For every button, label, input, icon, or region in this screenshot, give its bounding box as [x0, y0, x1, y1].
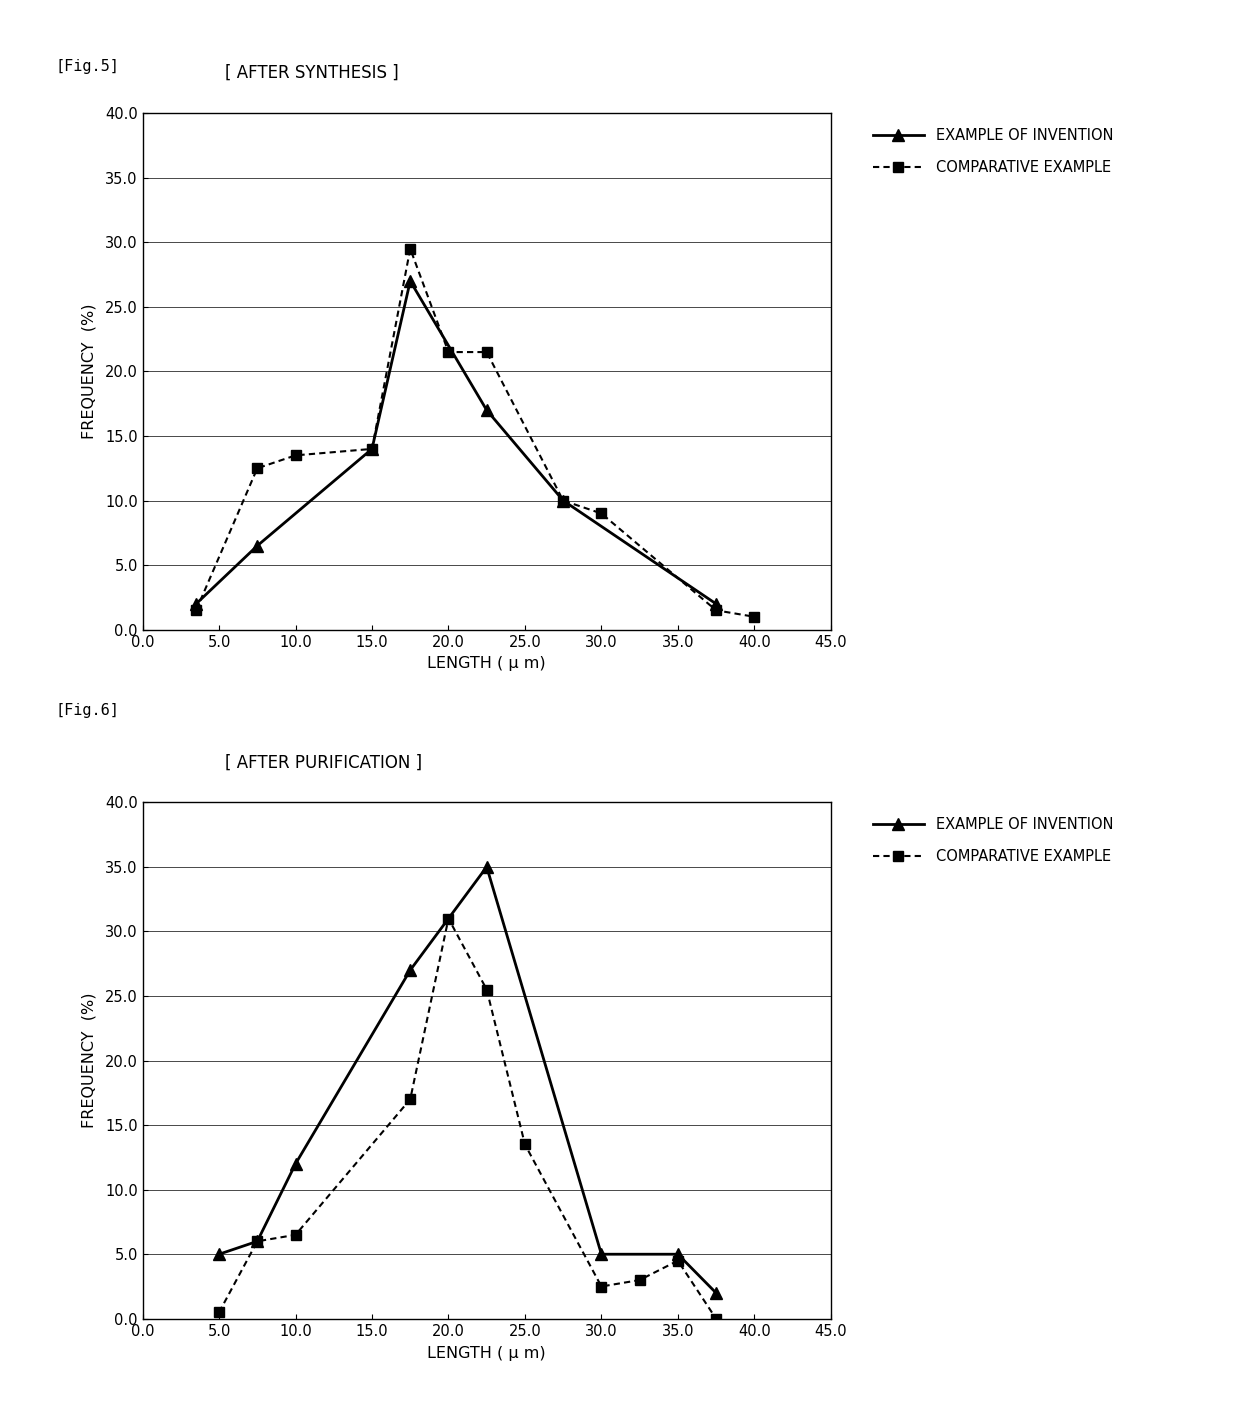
Legend: EXAMPLE OF INVENTION, COMPARATIVE EXAMPLE: EXAMPLE OF INVENTION, COMPARATIVE EXAMPL… — [866, 120, 1121, 183]
X-axis label: LENGTH ( μ m): LENGTH ( μ m) — [428, 657, 546, 672]
Text: [ AFTER PURIFICATION ]: [ AFTER PURIFICATION ] — [226, 753, 423, 771]
Text: [Fig.6]: [Fig.6] — [56, 703, 120, 719]
Y-axis label: FREQUENCY  (%): FREQUENCY (%) — [82, 304, 97, 439]
Y-axis label: FREQUENCY  (%): FREQUENCY (%) — [82, 993, 97, 1128]
Text: [ AFTER SYNTHESIS ]: [ AFTER SYNTHESIS ] — [226, 64, 399, 82]
X-axis label: LENGTH ( μ m): LENGTH ( μ m) — [428, 1346, 546, 1361]
Text: [Fig.5]: [Fig.5] — [56, 59, 120, 75]
Legend: EXAMPLE OF INVENTION, COMPARATIVE EXAMPLE: EXAMPLE OF INVENTION, COMPARATIVE EXAMPL… — [866, 809, 1121, 872]
